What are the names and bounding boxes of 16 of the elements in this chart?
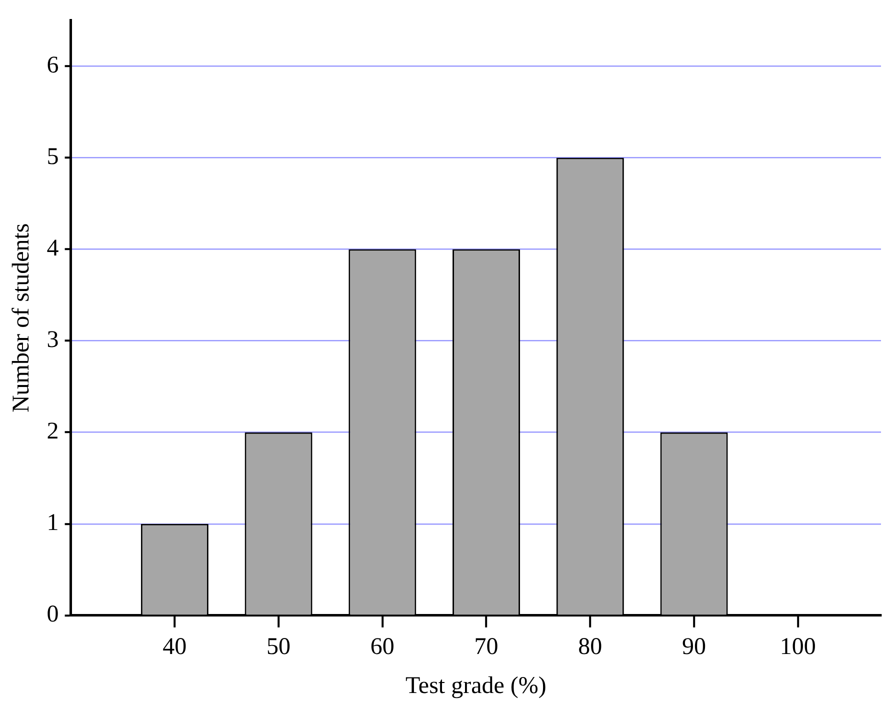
x-tick-label: 40	[162, 634, 187, 660]
y-axis-title: Number of students	[8, 223, 35, 413]
x-tick-label: 80	[578, 634, 602, 660]
y-tick-label: 3	[46, 327, 59, 354]
y-tick-label: 2	[46, 418, 59, 445]
x-tick-label: 60	[370, 634, 394, 660]
x-tick-label: 50	[266, 634, 291, 660]
y-tick-label: 1	[46, 510, 59, 536]
x-tick-label: 90	[682, 634, 706, 660]
y-tick-label: 6	[46, 52, 59, 78]
x-axis-title: Test grade (%)	[405, 672, 546, 699]
x-tick-label: 100	[780, 634, 816, 660]
y-tick-label: 4	[46, 236, 59, 262]
y-tick-label: 5	[46, 144, 59, 170]
x-tick-label: 70	[474, 634, 498, 660]
y-tick-label: 0	[46, 602, 59, 628]
